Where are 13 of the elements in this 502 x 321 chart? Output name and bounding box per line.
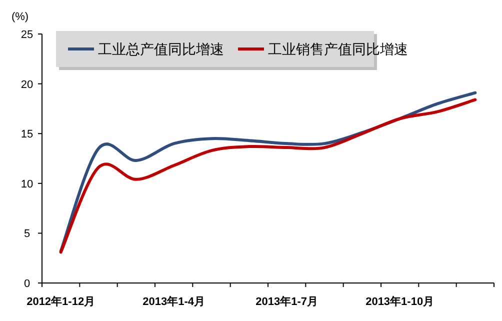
x-tick-label: 2013年1-4月: [142, 295, 206, 308]
x-tick-label: 2012年1-12月: [26, 295, 96, 308]
x-tick-label: 2013年1-7月: [256, 295, 318, 308]
y-tick-label: 15: [20, 128, 34, 141]
y-axis-title: (%): [11, 11, 29, 23]
legend-label: 工业总产值同比增速: [98, 41, 224, 57]
x-tick-label: 2013年1-10月: [366, 295, 434, 308]
y-tick-label: 20: [20, 78, 34, 91]
y-tick-label: 0: [24, 278, 30, 290]
legend-label: 工业销售产值同比增速: [268, 41, 408, 57]
y-tick-label: 10: [20, 178, 34, 190]
y-tick-label: 25: [20, 29, 34, 41]
y-tick-label: 5: [24, 228, 30, 240]
